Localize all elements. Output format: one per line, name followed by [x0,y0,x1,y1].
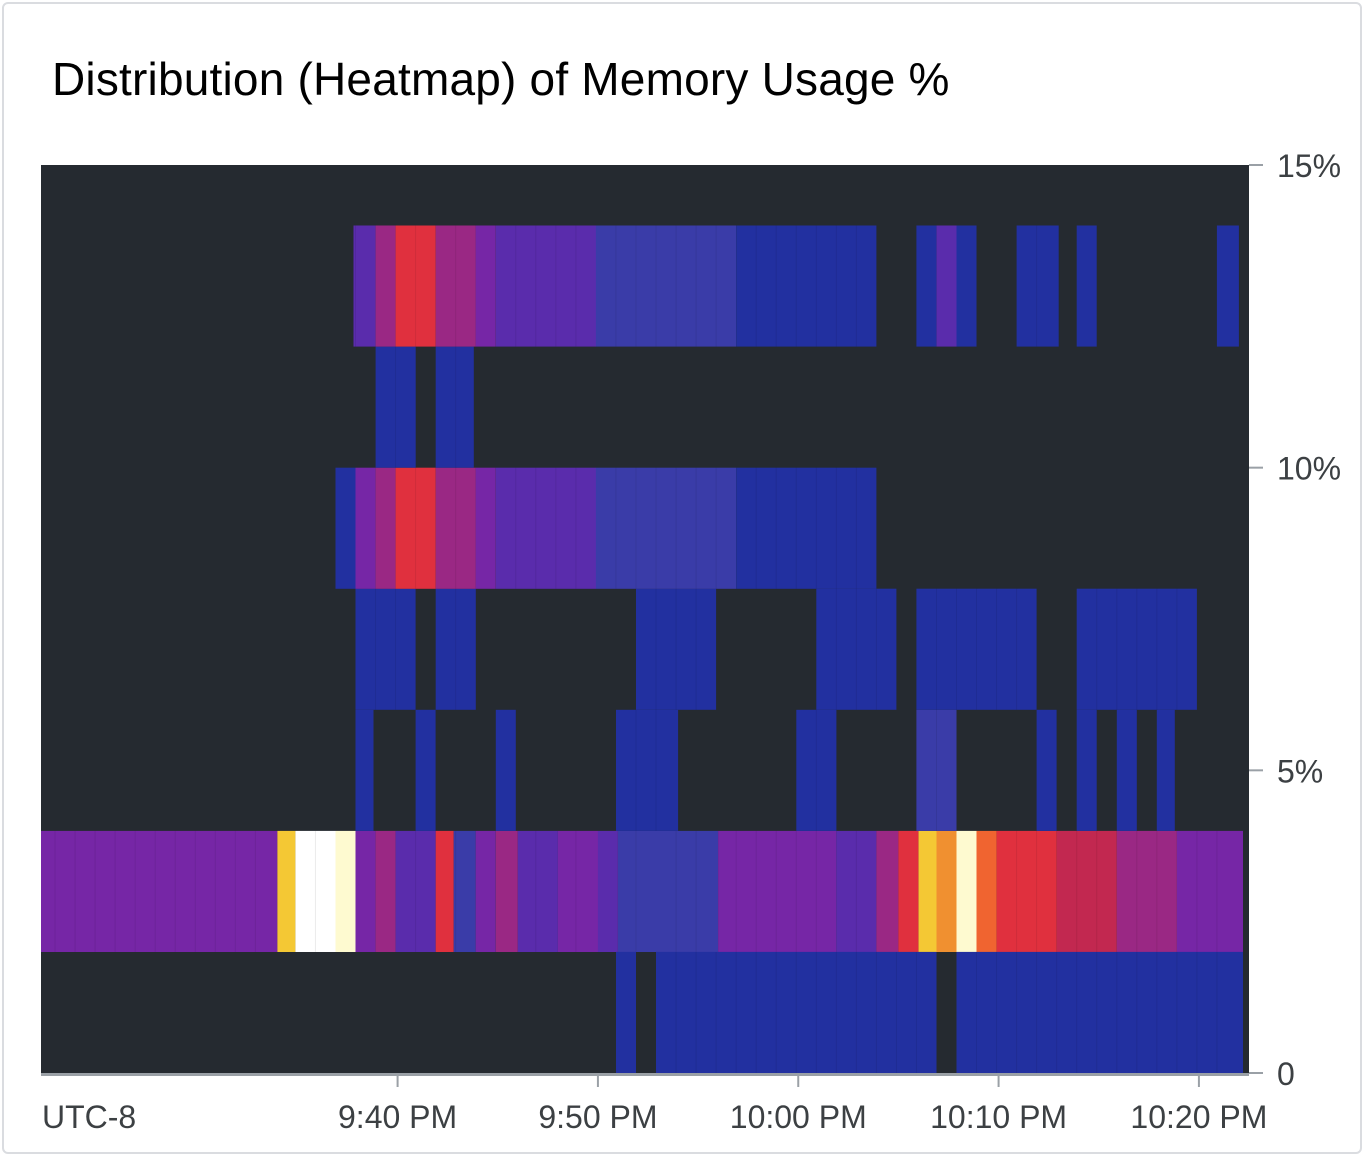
heatmap-cell [616,709,679,831]
heatmap-cell [475,467,496,589]
heatmap-cell [1176,830,1243,952]
heatmap-cell [453,830,476,952]
y-axis-ticks: 0 5% 10% 15% [1249,148,1341,1092]
heatmap-cell [916,588,1037,710]
heatmap-cell [435,225,476,347]
heatmap-cell [395,467,436,589]
y-tick-label: 5% [1277,753,1323,789]
heatmap-cell [898,830,919,952]
heatmap-cell [335,830,356,952]
heatmap-cell [355,830,376,952]
heatmap-cell [1116,830,1177,952]
heatmap-cell [295,830,336,952]
heatmap-cell [816,588,897,710]
heatmap-cell [936,830,957,952]
heatmap-cell [475,830,496,952]
heatmap-cell [1076,709,1097,831]
heatmap-cell [415,709,436,831]
heatmap-cell [435,346,474,468]
heatmap-cell [1116,709,1137,831]
heatmap-cell [1216,225,1239,347]
x-axis-ticks: 9:40 PM 9:50 PM 10:00 PM 10:10 PM 10:20 PM [338,1075,1267,1135]
y-tick-label: 0 [1277,1056,1295,1092]
heatmap-cell [656,951,937,1073]
heatmap-cells [41,225,1243,1073]
heatmap-cell [495,467,596,589]
heatmap-cell [618,830,659,952]
heatmap-cell [41,830,278,952]
heatmap-cell [616,951,636,1073]
heatmap-cell [918,830,937,952]
heatmap-cell [395,225,436,347]
heatmap-cell [475,225,496,347]
heatmap-cell [277,830,296,952]
heatmap-cell [355,709,374,831]
heatmap-cell [1056,830,1117,952]
heatmap-cell [435,467,476,589]
heatmap-cell [595,467,737,589]
heatmap-cell [597,830,618,952]
heatmap-cell [375,346,416,468]
heatmap-cell [395,830,436,952]
heatmap-cell [495,709,516,831]
x-tick-label: 9:40 PM [338,1099,457,1135]
heatmap-cell [435,830,454,952]
heatmap-cell [557,830,598,952]
y-tick-label: 10% [1277,451,1341,487]
heatmap-cell [595,225,737,347]
heatmap-cell [495,225,596,347]
heatmap-cell [996,830,1057,952]
x-tick-label: 10:00 PM [730,1099,867,1135]
heatmap-cell [1076,588,1197,710]
heatmap-cell [976,830,997,952]
heatmap-cell [956,951,1243,1073]
heatmap-cell [936,225,957,347]
heatmap-cell [876,830,899,952]
heatmap-cell [1076,225,1097,347]
heatmap-cell [517,830,558,952]
heatmap-cell [355,588,416,710]
heatmap-cell [956,225,977,347]
chart-title: Distribution (Heatmap) of Memory Usage % [52,53,950,105]
heatmap-cell [736,467,877,589]
x-tick-label: 10:20 PM [1130,1099,1267,1135]
heatmap-cell [836,830,877,952]
heatmap-cell [796,709,837,831]
heatmap-cell [636,588,717,710]
heatmap-cell [916,225,937,347]
heatmap-cell [355,467,376,589]
x-tick-label: 10:10 PM [930,1099,1067,1135]
heatmap-cell [495,830,518,952]
heatmap-cell [375,830,396,952]
heatmap-cell [335,467,356,589]
y-tick-label: 15% [1277,148,1341,184]
heatmap-cell [1036,709,1057,831]
heatmap-cell [718,830,837,952]
timezone-label: UTC-8 [42,1099,136,1135]
heatmap-cell [1016,225,1059,347]
heatmap-cell [375,467,396,589]
heatmap-cell [375,225,396,347]
heatmap-cell [1156,709,1175,831]
heatmap-cell [736,225,877,347]
heatmap-cell [435,588,476,710]
x-tick-label: 9:50 PM [538,1099,657,1135]
heatmap-cell [916,709,957,831]
heatmap-cell [353,225,376,347]
heatmap-cell [956,830,977,952]
heatmap-cell [658,830,719,952]
